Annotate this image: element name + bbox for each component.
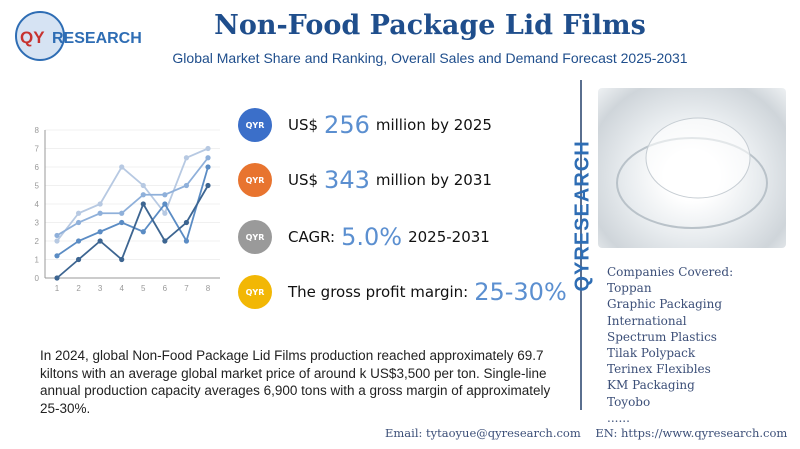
company-item: Spectrum Plastics (607, 329, 717, 344)
kpi-suffix: million by 2025 (375, 116, 492, 134)
data-point (140, 229, 146, 235)
y-tick-label: 6 (35, 163, 40, 172)
kpi-suffix: million by 2031 (375, 171, 492, 189)
data-point (119, 210, 125, 216)
svg-text:QY: QY (20, 28, 45, 47)
data-point (97, 229, 103, 235)
kpi-value: 343 (324, 166, 370, 194)
y-tick-label: 7 (35, 145, 40, 154)
kpi-value: 256 (324, 111, 370, 139)
data-point (183, 155, 190, 161)
y-tick-label: 1 (35, 256, 40, 265)
x-tick-label: 7 (184, 284, 189, 293)
company-item: Terinex Flexibles (607, 362, 711, 377)
company-item: International (607, 313, 687, 328)
data-point (205, 155, 211, 161)
kpi-value: 5.0% (341, 223, 403, 251)
data-point (162, 238, 168, 244)
kpi-prefix: US$ (288, 116, 319, 134)
footer-website: EN: https://www.qyresearch.com (595, 426, 788, 440)
x-tick-label: 6 (163, 284, 168, 293)
divider (580, 80, 582, 410)
product-photo (598, 88, 786, 248)
company-item: Toppan (607, 281, 652, 296)
qyresearch-logo: QY RESEARCH (12, 8, 152, 64)
y-tick-label: 4 (35, 200, 40, 209)
data-point (75, 210, 82, 216)
y-tick-label: 3 (35, 219, 40, 228)
data-point (119, 256, 125, 263)
x-tick-label: 8 (206, 284, 211, 293)
data-point (54, 238, 60, 244)
data-point (54, 253, 60, 259)
data-point (140, 201, 146, 207)
data-point (183, 219, 190, 226)
qyr-badge-icon: QYR (238, 163, 272, 197)
kpi-2031: QYR US$ 343 million by 2031 (238, 160, 492, 200)
y-tick-label: 5 (35, 182, 40, 191)
qyr-badge-icon: QYR (238, 108, 272, 142)
company-item: Tilak Polypack (607, 346, 696, 361)
data-point (183, 182, 190, 189)
data-point (97, 238, 103, 244)
kpi-2025: QYR US$ 256 million by 2025 (238, 105, 492, 145)
series-line (56, 185, 209, 279)
footer: Email: tytaoyue@qyresearch.com EN: https… (385, 426, 787, 440)
data-point (162, 210, 168, 216)
series-line (56, 147, 209, 242)
qyr-badge-icon: QYR (238, 220, 272, 254)
kpi-value: 25-30% (474, 278, 567, 306)
data-point (140, 182, 146, 189)
page-title: Non-Food Package Lid Films (214, 10, 646, 41)
data-point (54, 275, 60, 281)
data-point (162, 192, 168, 198)
company-item: Toyobo (607, 394, 651, 409)
company-item: KM Packaging (607, 378, 695, 393)
y-tick-label: 8 (35, 126, 40, 135)
data-point (54, 232, 60, 239)
series-line (56, 157, 209, 237)
kpi-suffix: 2025-2031 (408, 228, 490, 246)
y-tick-label: 2 (35, 237, 40, 246)
svg-text:RESEARCH: RESEARCH (52, 30, 142, 47)
x-tick-label: 5 (141, 284, 146, 293)
line-chart: 0 1 2 3 4 5 6 7 8 1 2 3 4 5 6 7 8 (35, 126, 220, 293)
kpi-cagr: QYR CAGR: 5.0% 2025-2031 (238, 217, 490, 257)
summary-paragraph: In 2024, global Non-Food Package Lid Fil… (40, 348, 551, 416)
vertical-brand: QYRESEARCH (571, 140, 594, 292)
data-point (75, 238, 82, 244)
companies-list: Companies Covered: Toppan Graphic Packagi… (607, 264, 733, 426)
kpi-margin: QYR The gross profit margin: 25-30% (238, 272, 573, 312)
x-tick-label: 4 (119, 284, 124, 293)
data-point (205, 164, 211, 170)
data-point (119, 164, 125, 170)
kpi-prefix: CAGR: (288, 228, 336, 246)
qyr-badge-icon: QYR (238, 275, 272, 309)
footer-email: Email: tytaoyue@qyresearch.com (385, 426, 581, 440)
data-point (75, 256, 82, 263)
company-item: Graphic Packaging (607, 297, 723, 312)
data-point (97, 201, 103, 207)
data-point (205, 182, 211, 189)
series-line (56, 166, 209, 257)
kpi-prefix: The gross profit margin: (288, 283, 469, 301)
x-tick-label: 3 (98, 284, 103, 293)
y-tick-label: 0 (35, 274, 40, 283)
data-point (119, 219, 125, 226)
companies-heading: Companies Covered: (607, 265, 734, 279)
x-tick-label: 1 (55, 284, 60, 293)
data-point (162, 201, 168, 207)
company-item: ...... (607, 410, 630, 425)
data-point (205, 145, 211, 152)
data-point (75, 219, 82, 226)
data-point (97, 210, 103, 216)
page-subtitle: Global Market Share and Ranking, Overall… (172, 50, 688, 66)
data-point (140, 192, 146, 198)
data-point (183, 238, 190, 244)
x-tick-label: 2 (76, 284, 81, 293)
kpi-prefix: US$ (288, 171, 319, 189)
